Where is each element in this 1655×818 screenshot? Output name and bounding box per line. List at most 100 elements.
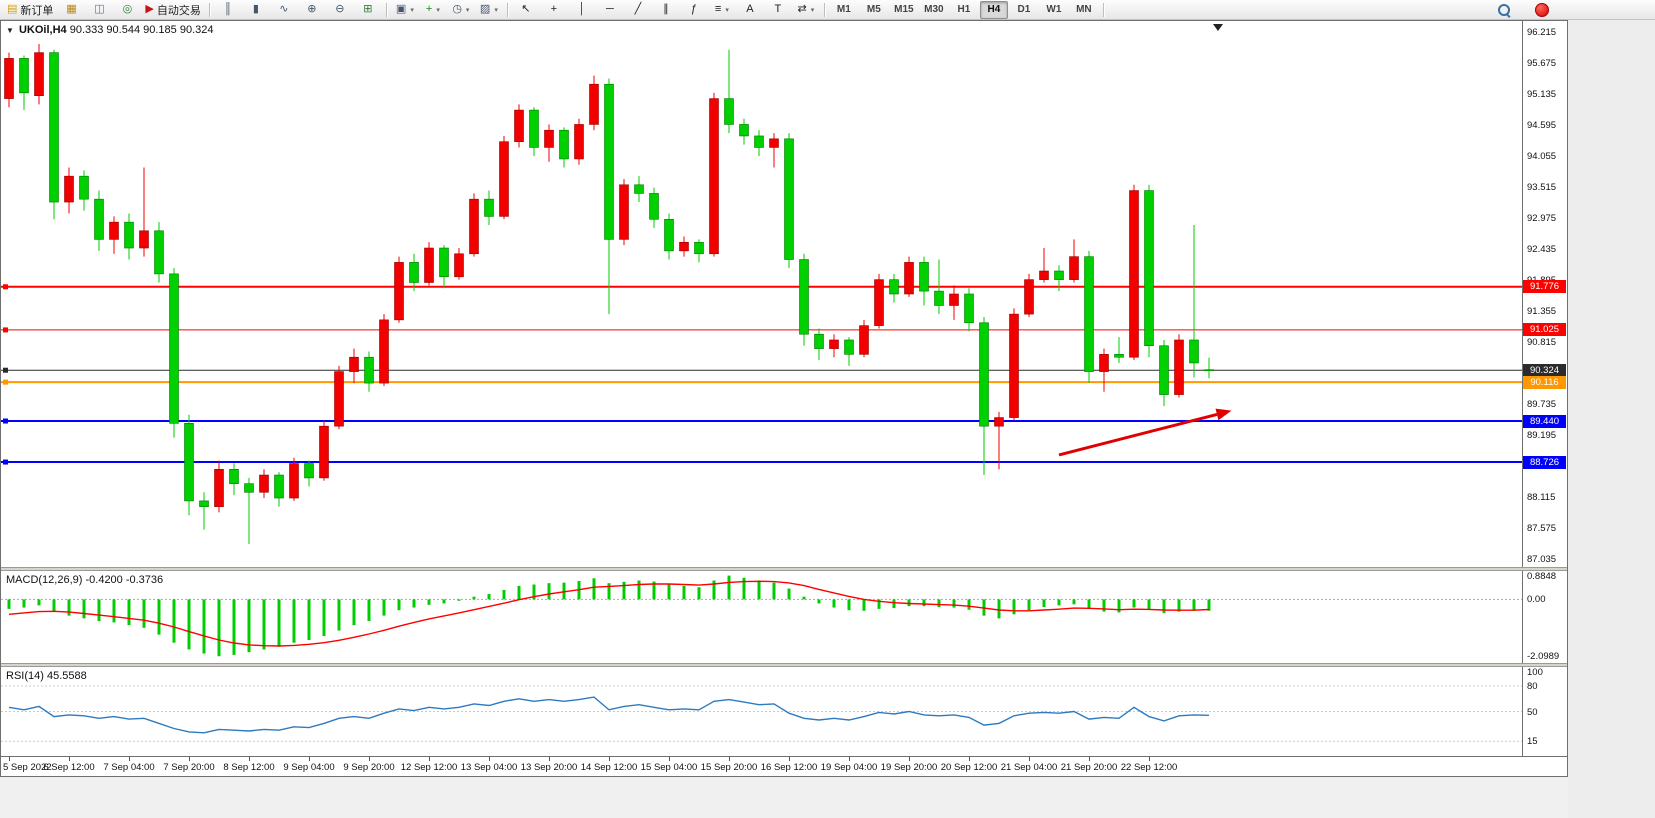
community-button[interactable]: ◎ [113, 0, 141, 20]
price-tag-91.025[interactable]: 91.025 [1523, 323, 1566, 337]
time-axis-label: 14 Sep 12:00 [580, 762, 638, 773]
rsi-canvas[interactable] [1, 667, 1522, 756]
time-axis-tick [9, 757, 10, 761]
search-button[interactable] [1490, 0, 1518, 20]
time-axis-label: 5 Sep 2022 [3, 762, 52, 773]
time-axis-label: 21 Sep 04:00 [1000, 762, 1058, 773]
time-axis-tick [429, 757, 430, 761]
new-order-button-label: 新订单 [20, 4, 54, 17]
price-axis-label: 87.575 [1527, 523, 1557, 535]
new-order-icon: ▤ [7, 3, 18, 15]
chart-windows-button[interactable]: ◫ [85, 0, 113, 20]
zoom-in-button[interactable]: ⊕ [298, 0, 326, 20]
rsi-value: 45.5588 [46, 670, 87, 682]
time-axis-tick [1089, 757, 1090, 761]
bar-chart-icon: ║ [223, 3, 232, 15]
macd-label: MACD(12,26,9) -0.4200 -0.3736 [6, 574, 164, 586]
price-axis-label: 88.115 [1527, 492, 1556, 504]
trend-arrow-annotation[interactable] [1215, 408, 1232, 421]
fibonacci-icon: ƒ [690, 3, 697, 15]
toolbar-separator [1102, 2, 1104, 17]
rsi-axis-label: 80 [1527, 681, 1538, 692]
indicators-icon: + [425, 3, 433, 15]
time-axis-label: 22 Sep 12:00 [1120, 762, 1178, 773]
timeframe-m1-button[interactable]: M1 [836, 4, 851, 15]
time-axis-tick [669, 757, 670, 761]
new-order-button[interactable]: ▤ 新订单 [3, 0, 57, 20]
candlestick-chart-icon: ▮ [252, 3, 259, 15]
line-chart-button[interactable]: ∿ [270, 0, 298, 20]
rsi-axis-label: 50 [1527, 706, 1538, 718]
autotrading-button[interactable]: ▶ 自动交易 [141, 0, 204, 20]
cursor-button[interactable]: ↖ [512, 0, 540, 20]
macd-pane: MACD(12,26,9) -0.4200 -0.3736 0.8848 0.00… [1, 571, 1567, 663]
chart-expand-icon[interactable]: ▼ [6, 26, 14, 35]
toolbar-separator [385, 2, 387, 17]
price-tag-90.324[interactable]: 90.324 [1523, 363, 1566, 377]
rsi-axis[interactable]: 100 80 50 15 [1522, 667, 1567, 756]
price-tag-90.116[interactable]: 90.116 [1523, 375, 1566, 389]
crosshair-button[interactable]: + [540, 0, 568, 20]
indicators-button[interactable]: + ▾ [419, 0, 447, 20]
channel-button[interactable]: ∥ [652, 0, 680, 20]
macd-axis-label: 0.00 [1527, 594, 1546, 606]
workspace-background [1568, 20, 1655, 818]
text-button[interactable]: A [736, 0, 764, 20]
pane-splitter-macd[interactable] [1, 567, 1567, 571]
trendline-button[interactable]: ╱ [624, 0, 652, 20]
shapes-button[interactable]: ≡ ▾ [708, 0, 736, 20]
price-chart-canvas[interactable] [1, 21, 1522, 567]
macd-canvas[interactable] [1, 571, 1522, 663]
zoom-out-button[interactable]: ⊖ [326, 0, 354, 20]
price-tag-89.440[interactable]: 89.440 [1523, 414, 1566, 428]
trendline-icon: ╱ [634, 3, 642, 15]
tile-windows-button[interactable]: ⊞ [354, 0, 382, 20]
time-axis[interactable]: 5 Sep 2022 6 Sep 12:00 7 Sep 04:00 7 Sep 20… [1, 756, 1567, 776]
macd-axis[interactable]: 0.8848 0.00 -2.0989 [1522, 571, 1567, 663]
time-axis-label: 13 Sep 20:00 [520, 762, 578, 773]
price-axis-label: 92.975 [1527, 212, 1557, 224]
chart-shift-marker[interactable] [1213, 24, 1223, 31]
search-icon [1497, 3, 1511, 17]
price-tag-91.776[interactable]: 91.776 [1523, 280, 1566, 294]
toolbar-separator [823, 2, 825, 17]
timeframe-d1-button[interactable]: D1 [1017, 4, 1031, 15]
horizontal-line-button[interactable]: ─ [596, 0, 624, 20]
price-axis-label: 92.435 [1527, 243, 1557, 255]
zoom-in-icon: ⊕ [307, 3, 317, 15]
candlestick-chart-button[interactable]: ▮ [242, 0, 270, 20]
chevron-down-icon: ▾ [810, 6, 815, 14]
timeframe-h1-button[interactable]: H1 [957, 4, 971, 15]
chevron-down-icon: ▾ [494, 6, 498, 14]
timeframe-mn-button[interactable]: MN [1076, 4, 1092, 15]
timeframe-w1-button[interactable]: W1 [1046, 4, 1062, 15]
notification-badge-icon [1535, 2, 1549, 17]
time-axis-tick [249, 757, 250, 761]
time-axis-tick [369, 757, 370, 761]
time-axis-label: 7 Sep 20:00 [163, 762, 215, 773]
new-chart-button[interactable]: ▣ ▾ [391, 0, 419, 20]
time-axis-tick [909, 757, 910, 761]
price-tag-88.726[interactable]: 88.726 [1523, 455, 1566, 469]
tile-windows-icon: ⊞ [363, 3, 373, 15]
price-axis[interactable]: 96.215 95.675 95.135 94.595 94.055 93.515 92.9… [1522, 21, 1567, 567]
timeframe-m15-button[interactable]: M15 [894, 4, 914, 15]
arrows-button[interactable]: ⇄ ▾ [792, 0, 820, 20]
account-button[interactable] [1528, 0, 1556, 20]
pane-splitter-rsi[interactable] [1, 663, 1567, 667]
market-watch-button[interactable]: ▦ [57, 0, 85, 20]
periods-button[interactable]: ◷ ▾ [447, 0, 475, 20]
template-button[interactable]: ▨ ▾ [475, 0, 503, 20]
price-pane: ▼ UKOil,H4 90.333 90.544 90.185 90.324 9… [1, 21, 1567, 567]
bar-chart-button[interactable]: ║ [214, 0, 242, 20]
timeframe-m30-button[interactable]: M30 [924, 4, 944, 15]
timeframe-m5-button[interactable]: M5 [866, 4, 881, 15]
price-axis-label: 91.355 [1527, 305, 1557, 317]
time-axis-label: 19 Sep 20:00 [880, 762, 938, 773]
timeframe-h4-button[interactable]: H4 [979, 0, 1008, 19]
vertical-line-button[interactable]: │ [568, 0, 596, 20]
fibonacci-button[interactable]: ƒ [680, 0, 708, 20]
time-axis-tick [129, 757, 130, 761]
text-label-button[interactable]: T [764, 0, 792, 20]
